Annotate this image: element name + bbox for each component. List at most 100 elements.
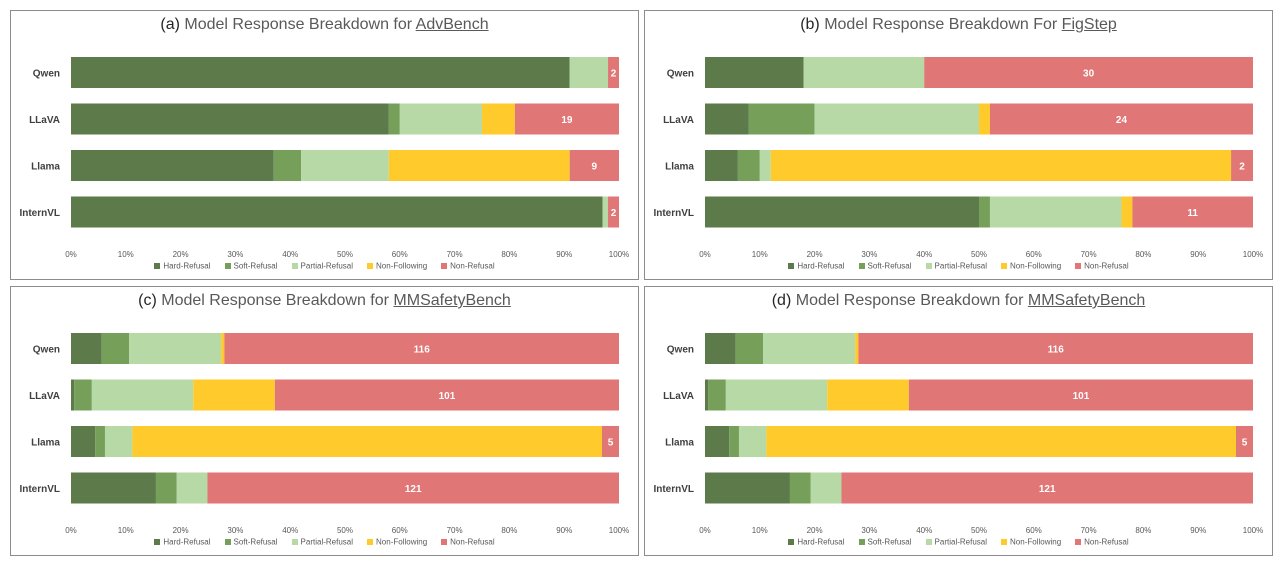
bar-segment xyxy=(274,379,619,411)
x-tick-label: 10% xyxy=(752,526,768,535)
bar-segment xyxy=(763,333,856,364)
bar-segment xyxy=(71,150,274,181)
x-tick-label: 30% xyxy=(227,250,243,259)
bar-segment xyxy=(705,196,979,228)
chart-svg: Qwen 116 LLaVA 101 Llama 5 InternVL 121 0% 10% 20%… xyxy=(19,333,629,535)
bar-segment xyxy=(388,103,400,135)
bar-segment xyxy=(738,426,767,457)
bar-segment xyxy=(176,472,208,504)
x-tick-label: 40% xyxy=(282,526,298,535)
bar-segment xyxy=(399,103,482,135)
data-label: 5 xyxy=(608,438,614,449)
bar-segment xyxy=(855,333,859,364)
x-tick-label: 100% xyxy=(1243,526,1263,535)
category-label: Qwen xyxy=(667,345,694,356)
legend-label: Non-Refusal xyxy=(1084,537,1129,547)
category-label: Llama xyxy=(665,162,694,173)
bar-segment xyxy=(737,150,760,181)
legend-item: Hard-Refusal xyxy=(154,537,211,546)
legend-item: Non-Following xyxy=(1001,261,1061,270)
bar-segment xyxy=(803,57,925,88)
bar-segment xyxy=(858,333,1253,364)
bar-segment xyxy=(705,333,736,364)
legend-label: Partial-Refusal xyxy=(934,261,988,271)
legend-label: Soft-Refusal xyxy=(233,261,278,271)
legend-item: Partial-Refusal xyxy=(925,537,988,547)
chart-svg: Qwen 30 LLaVA 24 Llama 2 InternVL 11 0% 10% 20% 30%… xyxy=(653,57,1263,259)
data-label: 2 xyxy=(611,208,617,219)
x-tick-label: 80% xyxy=(1135,526,1151,535)
chart-benchmark: AdvBench xyxy=(415,16,489,33)
legend-swatch xyxy=(858,538,865,545)
bar-segment xyxy=(514,103,619,135)
legend-label: Non-Following xyxy=(376,537,428,547)
bar-segment xyxy=(705,379,709,411)
chart-title-prefix: Model Response Breakdown For xyxy=(824,16,1058,33)
bar-segment xyxy=(71,472,156,504)
bar-segment xyxy=(725,379,828,411)
legend: Hard-Refusal Soft-Refusal Partial-Refusal N… xyxy=(645,261,1272,270)
x-tick-label: 70% xyxy=(447,250,463,259)
legend-item: Non-Refusal xyxy=(441,537,495,546)
x-tick-label: 0% xyxy=(699,526,711,535)
legend-item: Soft-Refusal xyxy=(224,261,278,271)
legend-swatch xyxy=(1001,538,1008,545)
x-tick-label: 90% xyxy=(556,526,572,535)
bar-segment xyxy=(705,150,738,181)
bar-segment xyxy=(810,472,842,504)
chart-svg: Qwen 116 LLaVA 101 Llama 5 InternVL 121 0% 10% 20%… xyxy=(653,333,1263,535)
legend: Hard-Refusal Soft-Refusal Partial-Refusal N… xyxy=(645,537,1272,546)
x-tick-label: 30% xyxy=(861,526,877,535)
x-tick-label: 80% xyxy=(1135,250,1151,259)
legend-swatch xyxy=(858,262,865,269)
category-label: LLaVA xyxy=(29,391,60,402)
data-label: 121 xyxy=(405,484,422,495)
bar-segment xyxy=(759,150,771,181)
x-tick-label: 0% xyxy=(699,250,711,259)
legend-label: Non-Following xyxy=(1010,261,1062,271)
category-label: LLaVA xyxy=(663,115,694,126)
x-tick-label: 90% xyxy=(1190,526,1206,535)
bar-segment xyxy=(71,333,102,364)
legend-swatch xyxy=(788,538,795,545)
x-tick-label: 30% xyxy=(861,250,877,259)
data-label: 30 xyxy=(1083,69,1095,80)
legend-item: Soft-Refusal xyxy=(224,537,278,546)
legend-item: Hard-Refusal xyxy=(788,261,845,270)
legend-item: Non-Refusal xyxy=(1075,537,1129,547)
bar-segment xyxy=(729,426,739,457)
chart-title: (c) Model Response Breakdown for MMSafet… xyxy=(11,292,638,310)
bar-segment xyxy=(735,333,764,364)
legend-swatch xyxy=(224,262,231,269)
x-tick-label: 20% xyxy=(173,526,189,535)
legend-item: Non-Following xyxy=(1001,537,1061,546)
bar-segment xyxy=(1236,426,1253,457)
legend-item: Hard-Refusal xyxy=(788,537,845,546)
x-tick-label: 20% xyxy=(173,250,189,259)
x-tick-label: 10% xyxy=(752,250,768,259)
data-label: 11 xyxy=(1187,208,1198,219)
legend-item: Partial-Refusal xyxy=(291,261,354,271)
x-tick-label: 20% xyxy=(807,250,823,259)
category-label: LLaVA xyxy=(29,115,60,126)
legend-label: Partial-Refusal xyxy=(300,261,354,271)
bar-segment xyxy=(221,333,225,364)
bar-segment xyxy=(924,57,1253,88)
legend-label: Partial-Refusal xyxy=(934,537,988,547)
x-tick-label: 50% xyxy=(971,250,987,259)
data-label: 121 xyxy=(1039,484,1056,495)
category-label: LLaVA xyxy=(663,391,694,402)
bar-segment xyxy=(705,57,804,88)
bar-segment xyxy=(789,472,811,504)
chart-title: (a) Model Response Breakdown for AdvBenc… xyxy=(11,16,638,34)
chart-benchmark: MMSafetyBench xyxy=(1027,292,1146,309)
bar-segment xyxy=(602,196,609,228)
bar-segment xyxy=(71,379,75,411)
bar-segment xyxy=(71,196,603,228)
category-label: Llama xyxy=(31,162,60,173)
x-tick-label: 30% xyxy=(227,526,243,535)
bar-segment xyxy=(273,150,302,181)
x-tick-label: 100% xyxy=(1243,250,1263,259)
bar-segment xyxy=(569,150,619,181)
